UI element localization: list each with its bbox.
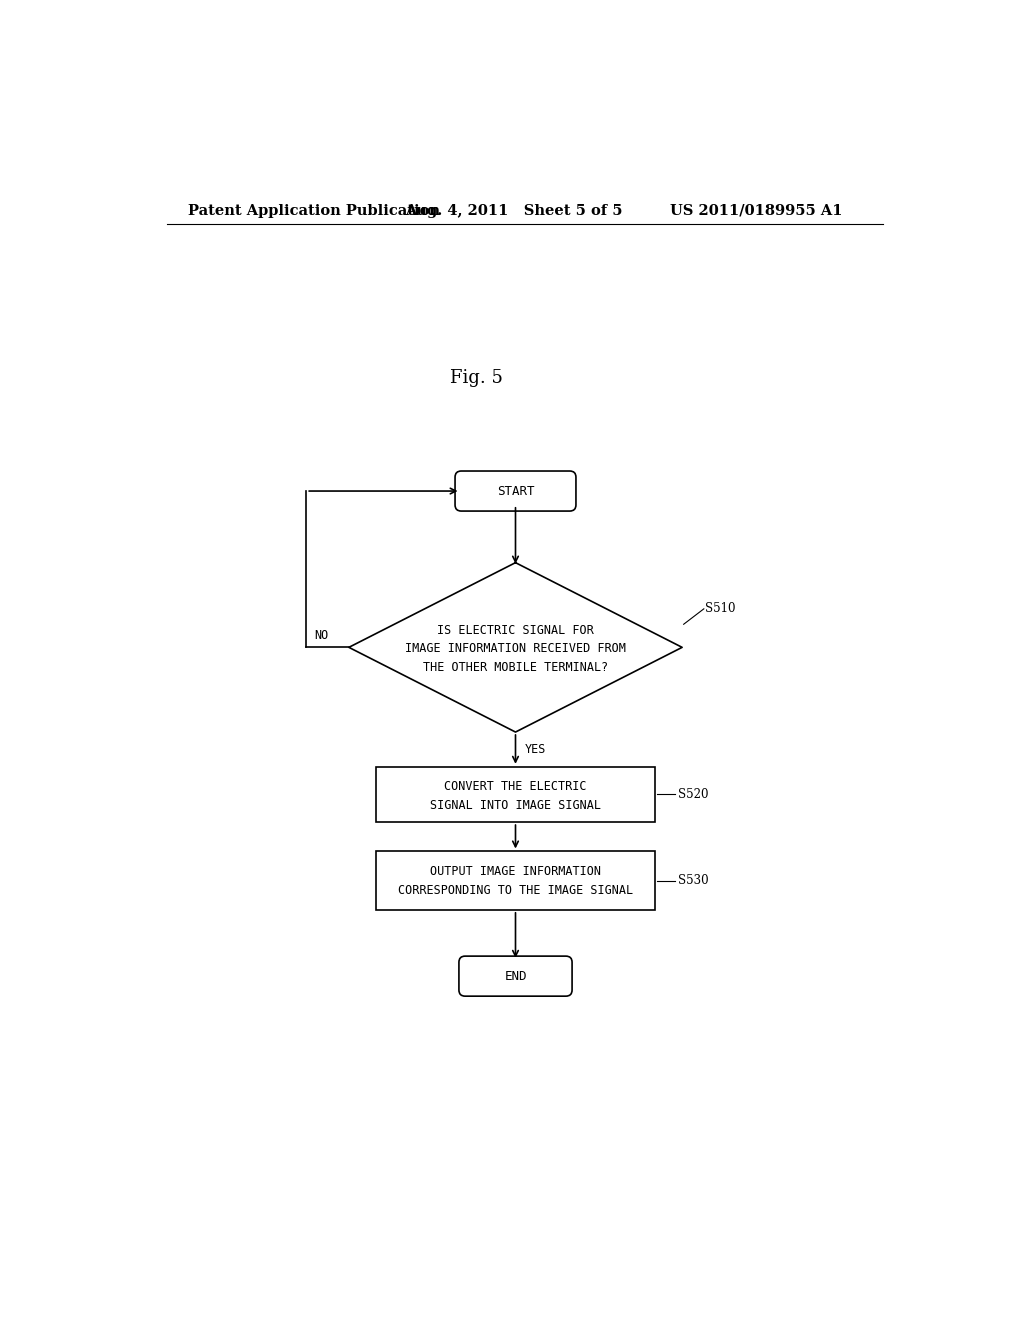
- Text: IMAGE INFORMATION RECEIVED FROM: IMAGE INFORMATION RECEIVED FROM: [406, 643, 626, 656]
- FancyBboxPatch shape: [376, 767, 655, 822]
- FancyBboxPatch shape: [376, 851, 655, 909]
- Text: IS ELECTRIC SIGNAL FOR: IS ELECTRIC SIGNAL FOR: [437, 624, 594, 638]
- Text: Patent Application Publication: Patent Application Publication: [188, 203, 440, 218]
- Text: THE OTHER MOBILE TERMINAL?: THE OTHER MOBILE TERMINAL?: [423, 661, 608, 675]
- Text: US 2011/0189955 A1: US 2011/0189955 A1: [671, 203, 843, 218]
- Text: S510: S510: [706, 602, 736, 615]
- Text: END: END: [504, 970, 526, 982]
- Text: S520: S520: [678, 788, 709, 801]
- FancyBboxPatch shape: [459, 956, 572, 997]
- FancyBboxPatch shape: [455, 471, 575, 511]
- Text: YES: YES: [524, 743, 546, 756]
- Text: S530: S530: [678, 874, 709, 887]
- Text: NO: NO: [314, 630, 329, 643]
- Text: CONVERT THE ELECTRIC: CONVERT THE ELECTRIC: [444, 780, 587, 793]
- Text: START: START: [497, 484, 535, 498]
- Text: SIGNAL INTO IMAGE SIGNAL: SIGNAL INTO IMAGE SIGNAL: [430, 799, 601, 812]
- Text: CORRESPONDING TO THE IMAGE SIGNAL: CORRESPONDING TO THE IMAGE SIGNAL: [398, 884, 633, 898]
- Text: OUTPUT IMAGE INFORMATION: OUTPUT IMAGE INFORMATION: [430, 865, 601, 878]
- Text: Aug. 4, 2011   Sheet 5 of 5: Aug. 4, 2011 Sheet 5 of 5: [406, 203, 623, 218]
- Text: Fig. 5: Fig. 5: [450, 368, 503, 387]
